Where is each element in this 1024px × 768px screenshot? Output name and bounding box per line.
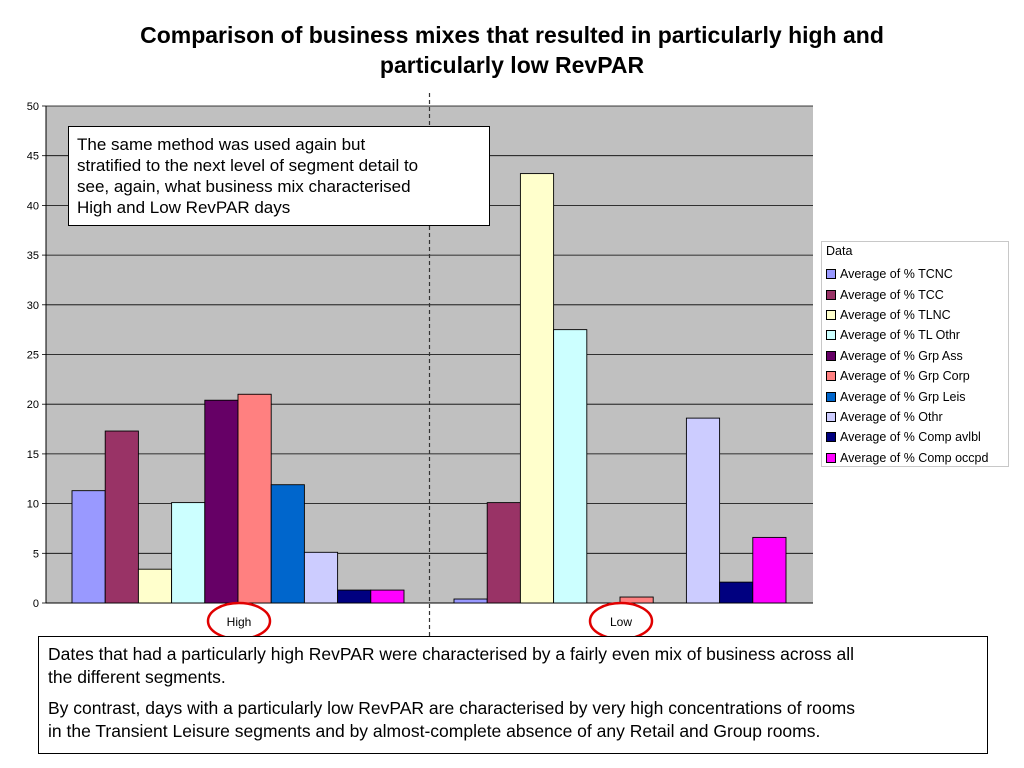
legend-swatch bbox=[826, 371, 836, 382]
legend-swatch bbox=[826, 432, 836, 443]
y-tick-label: 35 bbox=[27, 250, 39, 262]
y-tick-label: 40 bbox=[27, 200, 39, 212]
legend-swatch bbox=[826, 391, 836, 402]
bar bbox=[685, 417, 721, 604]
callout-line: High and Low RevPAR days bbox=[77, 198, 291, 217]
legend-label: Average of % Grp Corp bbox=[840, 369, 970, 384]
notes-line: in the Transient Leisure segments and by… bbox=[48, 721, 821, 741]
bar bbox=[303, 551, 339, 604]
legend-swatch bbox=[826, 330, 836, 341]
bar bbox=[204, 399, 239, 604]
legend-label: Average of % Grp Leis bbox=[840, 389, 966, 404]
callout-line: stratified to the next level of segment … bbox=[77, 156, 419, 175]
legend-item: Average of % Grp Ass bbox=[826, 346, 988, 366]
x-category-label: Low bbox=[610, 615, 632, 629]
legend-item: Average of % TCC bbox=[826, 284, 988, 304]
y-tick-label: 10 bbox=[27, 499, 39, 511]
legend-item: Average of % Grp Corp bbox=[826, 366, 988, 386]
legend-label: Average of % Grp Ass bbox=[840, 348, 963, 363]
bar bbox=[486, 502, 521, 604]
legend-item: Average of % TCNC bbox=[826, 264, 988, 284]
bar bbox=[519, 173, 555, 604]
callout-line: The same method was used again but bbox=[77, 135, 366, 154]
y-tick-label: 5 bbox=[33, 548, 39, 560]
legend-label: Average of % Comp occpd bbox=[840, 450, 989, 465]
bar bbox=[104, 430, 139, 604]
y-tick-label: 30 bbox=[27, 300, 39, 312]
legend-item: Average of % Comp occpd bbox=[826, 448, 988, 468]
y-tick-label: 20 bbox=[27, 399, 39, 411]
legend-item: Average of % Grp Leis bbox=[826, 386, 988, 406]
method-callout: The same method was used again but strat… bbox=[68, 126, 490, 226]
legend-item: Average of % TL Othr bbox=[826, 325, 988, 345]
legend-swatch bbox=[826, 350, 836, 361]
bar bbox=[337, 589, 372, 604]
legend-swatch bbox=[826, 269, 836, 280]
y-tick-label: 15 bbox=[27, 449, 39, 461]
notes-paragraph-low: By contrast, days with a particularly lo… bbox=[48, 697, 978, 743]
y-tick-label: 0 bbox=[33, 598, 39, 610]
legend-label: Average of % Comp avlbl bbox=[840, 430, 981, 445]
notes-line: By contrast, days with a particularly lo… bbox=[48, 698, 855, 718]
bar bbox=[237, 393, 272, 604]
y-tick-label: 45 bbox=[27, 151, 39, 163]
bar bbox=[619, 596, 654, 604]
notes-paragraph-high: Dates that had a particularly high RevPA… bbox=[48, 643, 978, 689]
y-tick-label: 25 bbox=[27, 350, 39, 362]
bar bbox=[71, 490, 106, 604]
bar bbox=[719, 581, 754, 604]
bar bbox=[453, 598, 488, 604]
y-tick-label: 50 bbox=[27, 101, 39, 113]
chart-title: Comparison of business mixes that result… bbox=[40, 20, 984, 80]
legend-list: Average of % TCNC Average of % TCC Average… bbox=[826, 264, 988, 468]
notes-line: Dates that had a particularly high RevPA… bbox=[48, 644, 855, 664]
legend-swatch bbox=[826, 452, 836, 463]
legend-item: Average of % Comp avlbl bbox=[826, 427, 988, 447]
notes-line: the different segments. bbox=[48, 667, 226, 687]
legend-title: Data bbox=[826, 244, 853, 258]
legend-label: Average of % TCNC bbox=[840, 267, 953, 282]
callout-line: see, again, what business mix characteri… bbox=[77, 177, 411, 196]
bar bbox=[171, 502, 206, 604]
legend-item: Average of % TLNC bbox=[826, 305, 988, 325]
bar bbox=[370, 589, 405, 604]
summary-notes: Dates that had a particularly high RevPA… bbox=[38, 636, 988, 754]
legend-label: Average of % TCC bbox=[840, 287, 944, 302]
bar bbox=[752, 536, 787, 604]
bar bbox=[553, 329, 588, 604]
legend-label: Average of % TL Othr bbox=[840, 328, 960, 343]
bar bbox=[137, 568, 173, 604]
legend-swatch bbox=[826, 289, 836, 300]
legend-swatch bbox=[826, 411, 836, 422]
legend-item: Average of % Othr bbox=[826, 407, 988, 427]
bar bbox=[270, 484, 305, 604]
legend-label: Average of % Othr bbox=[840, 409, 943, 424]
chart-legend: Data Average of % TCNC Average of % TCC Av… bbox=[821, 241, 1009, 467]
legend-swatch bbox=[826, 309, 836, 320]
chart-title-line-1: Comparison of business mixes that result… bbox=[140, 22, 884, 48]
legend-label: Average of % TLNC bbox=[840, 307, 951, 322]
x-category-label: High bbox=[227, 615, 252, 629]
chart-title-line-2: particularly low RevPAR bbox=[379, 52, 645, 78]
